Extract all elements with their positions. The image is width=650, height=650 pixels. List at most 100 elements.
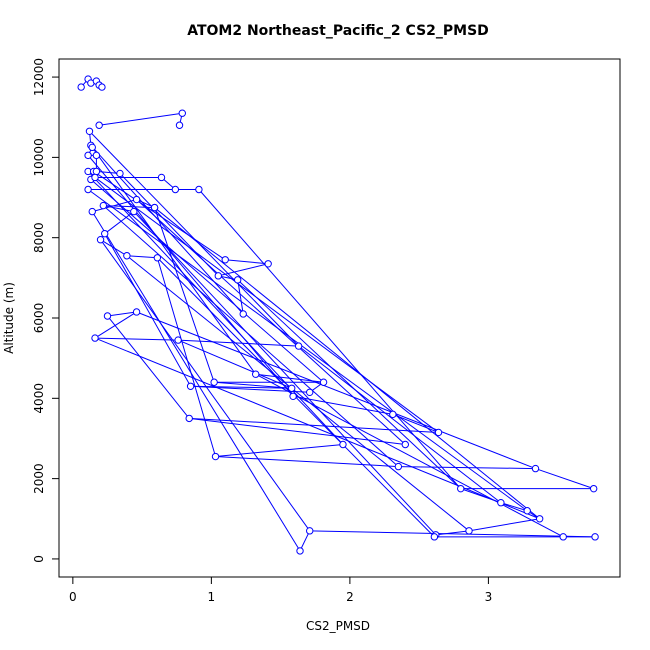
data-point <box>497 499 505 507</box>
series-line-segment <box>102 205 399 467</box>
data-point <box>91 173 99 182</box>
data-point <box>132 195 141 204</box>
data-point <box>84 185 92 194</box>
data-point <box>233 276 242 284</box>
series-line-segment <box>126 255 470 532</box>
data-point <box>150 203 159 212</box>
series-line-segment <box>535 468 594 490</box>
data-point <box>294 342 303 350</box>
data-point <box>186 382 195 390</box>
data-point <box>92 151 101 160</box>
series-line-segment <box>225 259 269 265</box>
series-line-segment <box>178 339 299 347</box>
y-tick-label: 6000 <box>32 303 46 334</box>
x-tick-label: 2 <box>346 590 354 604</box>
y-axis: 0 2000 4000 6000 8000 10000 12000 <box>32 58 60 563</box>
series-line-segment <box>177 339 292 389</box>
data-point <box>430 533 439 541</box>
y-tick-label: 8000 <box>32 222 46 253</box>
series-line-segment <box>255 373 564 538</box>
data-point <box>319 378 328 386</box>
data-point <box>535 515 544 523</box>
data-point <box>178 109 186 117</box>
series-line-segment <box>99 112 183 126</box>
series-line-segment <box>90 179 324 383</box>
series-line-segment <box>198 189 462 489</box>
data-point <box>589 484 598 493</box>
data-point <box>531 464 540 473</box>
data-point <box>296 547 304 555</box>
series-line-segment <box>94 337 540 520</box>
series-line-segment <box>154 207 215 383</box>
data-points <box>77 75 599 555</box>
series-line-segment <box>190 385 292 389</box>
data-point <box>101 229 109 238</box>
data-point <box>84 151 92 160</box>
data-point <box>264 260 272 268</box>
data-point <box>434 428 443 437</box>
plot-frame <box>58 58 621 578</box>
series-line-segment <box>237 279 244 315</box>
data-point <box>389 410 397 419</box>
series-line-segment <box>156 257 217 457</box>
data-point <box>288 384 296 392</box>
series-line-segment <box>107 315 190 419</box>
data-point <box>157 173 166 182</box>
series-line-segment <box>215 443 344 458</box>
data-point <box>239 310 247 318</box>
series-line-segment <box>87 171 344 445</box>
data-point <box>289 392 297 401</box>
series-line-segment <box>91 147 257 375</box>
x-tick-label: 3 <box>485 590 493 604</box>
data-point <box>116 169 124 178</box>
series-line-segment <box>94 177 439 433</box>
series-line-segment <box>154 207 540 520</box>
y-tick-label: 4000 <box>32 383 46 414</box>
series-line-segment <box>100 239 128 257</box>
series-line-segment <box>89 130 299 347</box>
series-line-segment <box>189 417 406 445</box>
data-point <box>85 127 94 135</box>
series-line-segment <box>104 211 135 235</box>
series-line-segment <box>298 345 502 504</box>
series-line-segment <box>100 239 311 532</box>
data-point <box>185 414 193 423</box>
data-point <box>88 143 96 152</box>
y-tick-label: 10000 <box>32 138 46 176</box>
data-point <box>99 201 108 210</box>
series-line-segment <box>237 279 462 490</box>
data-point <box>401 440 409 449</box>
data-point <box>171 185 180 194</box>
data-point <box>88 207 96 216</box>
data-point <box>95 121 103 129</box>
series-line-segment <box>87 155 294 397</box>
data-point <box>195 185 203 194</box>
data-point <box>210 378 218 386</box>
series-line-segment <box>94 311 137 339</box>
y-tick-label: 2000 <box>32 463 46 494</box>
series-line-segment <box>136 199 406 445</box>
data-point <box>591 533 599 541</box>
data-point <box>465 527 473 535</box>
series-line-segment <box>398 466 536 470</box>
chart-title: ATOM2 Northeast_Pacific_2 CS2_PMSD <box>187 23 489 39</box>
data-point <box>98 83 106 91</box>
data-point <box>132 308 141 316</box>
series-line-segment <box>215 456 399 468</box>
series-line-segment <box>309 530 596 538</box>
series-line-segment <box>104 233 192 387</box>
x-tick-label: 0 <box>69 590 77 604</box>
series-line-segment <box>91 211 301 552</box>
data-point <box>130 207 138 216</box>
data-point <box>96 235 105 244</box>
data-point <box>91 334 99 342</box>
data-point <box>559 533 567 541</box>
series-line-segment <box>103 205 155 209</box>
series-line-segment <box>126 255 158 259</box>
series-line-segment <box>392 413 439 433</box>
data-point <box>153 254 162 262</box>
y-axis-label: Altitude (m) <box>2 282 16 354</box>
data-point <box>92 167 101 176</box>
data-lines <box>80 78 596 552</box>
